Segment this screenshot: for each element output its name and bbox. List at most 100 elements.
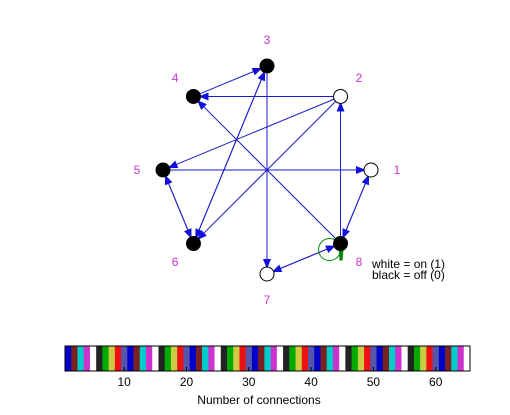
colorbar-segment [189, 346, 197, 371]
colorbar-tick-label: 20 [180, 375, 194, 389]
colorbar-segment [451, 346, 458, 371]
edge-7-to-8 [268, 245, 336, 274]
colorbar-segment [270, 346, 278, 371]
colorbar-segment [301, 346, 309, 371]
colorbar-segment [382, 346, 390, 371]
colorbar-segment [233, 346, 240, 371]
colorbar-segment [77, 346, 84, 371]
colorbar-tick-label: 30 [242, 375, 256, 389]
colorbar-ticks: 10 20 30 40 50 60 [118, 367, 443, 389]
node-label-1: 1 [394, 163, 401, 177]
colorbar-segment [351, 346, 359, 371]
node-5 [155, 162, 171, 178]
edge-2-to-5 [167, 96, 339, 169]
colorbar-segment [395, 346, 402, 371]
colorbar-segment [183, 346, 190, 371]
colorbar-segment [102, 346, 109, 371]
colorbar-segment [121, 346, 128, 371]
edge-3-to-6 [195, 67, 267, 239]
colorbar-tick-label: 40 [304, 375, 318, 389]
colorbar-segment [463, 346, 471, 371]
colorbar-segment [364, 346, 371, 371]
colorbar-segment [133, 346, 141, 371]
edge-1-to-8 [342, 171, 371, 239]
connections-colorbar [64, 345, 471, 372]
node-labels-layer: 1 2 3 4 5 6 7 8 [134, 33, 401, 307]
edge-2-to-6 [196, 97, 340, 241]
colorbar-segment [158, 346, 165, 371]
node-label-6: 6 [172, 255, 179, 269]
colorbar-segment [376, 346, 384, 371]
colorbar-segment [152, 346, 159, 371]
colorbar-segment [195, 346, 203, 371]
node-2 [333, 88, 349, 104]
colorbar-segment [445, 346, 452, 371]
colorbar-segment [276, 346, 284, 371]
node-label-8: 8 [356, 255, 363, 269]
colorbar-segment [251, 346, 259, 371]
legend-off: black = off (0) [372, 268, 445, 282]
node-label-5: 5 [134, 163, 141, 177]
node-label-4: 4 [172, 71, 179, 85]
colorbar-xlabel: Number of connections [197, 393, 320, 407]
colorbar-segment [432, 346, 440, 371]
colorbar-segment [420, 346, 427, 371]
colorbar-segment [332, 346, 340, 371]
colorbar-segment [426, 346, 433, 371]
node-7 [259, 266, 275, 282]
colorbar-segment [89, 346, 97, 371]
colorbar-segment [108, 346, 116, 371]
node-4 [185, 88, 201, 104]
colorbar-segment [208, 346, 215, 371]
colorbar-segment [283, 346, 290, 371]
colorbar-segment [407, 346, 415, 371]
colorbar-segment [139, 346, 147, 371]
colorbar-segment [96, 346, 103, 371]
node-1 [363, 162, 379, 178]
colorbar-segment [295, 346, 303, 371]
colorbar-segment [214, 346, 222, 371]
colorbar-segment [220, 346, 228, 371]
colorbar-segment [245, 346, 253, 371]
node-label-3: 3 [264, 33, 271, 47]
colorbar-segment [177, 346, 184, 371]
colorbar-segment [370, 346, 377, 371]
colorbar-segment [146, 346, 153, 371]
colorbar-tick-label: 50 [367, 375, 381, 389]
colorbar-segment [170, 346, 178, 371]
edge-4-to-3 [195, 67, 263, 97]
node-3 [259, 58, 275, 74]
edges-layer [163, 67, 371, 274]
colorbar-segment [401, 346, 408, 371]
colorbar-segment [438, 346, 446, 371]
self-loop-arrowhead-8 [338, 248, 344, 261]
edge-8-to-4 [196, 99, 340, 243]
colorbar-segment [227, 346, 234, 371]
colorbar-segment [258, 346, 265, 371]
colorbar-segment [314, 346, 321, 371]
colorbar-segment [71, 346, 78, 371]
edge-6-to-5 [164, 174, 194, 242]
node-8 [333, 236, 349, 252]
colorbar-segment [264, 346, 271, 371]
colorbar-segment [289, 346, 296, 371]
colorbar-segment [83, 346, 91, 371]
colorbar-tick-label: 60 [429, 375, 443, 389]
node-label-2: 2 [356, 71, 363, 85]
colorbar-segment [308, 346, 315, 371]
colorbar-segment [339, 346, 346, 371]
colorbar-segment [202, 346, 209, 371]
node-6 [185, 236, 201, 252]
colorbar-segment [389, 346, 396, 371]
colorbar-segment [413, 346, 421, 371]
colorbar-segment [114, 346, 122, 371]
colorbar-frame [64, 345, 471, 372]
node-label-7: 7 [264, 293, 271, 307]
colorbar-segment [65, 346, 72, 371]
legend-on: white = on (1) [371, 257, 445, 271]
colorbar-segment [326, 346, 334, 371]
colorbar-segment [345, 346, 352, 371]
colorbar-segment [457, 346, 465, 371]
